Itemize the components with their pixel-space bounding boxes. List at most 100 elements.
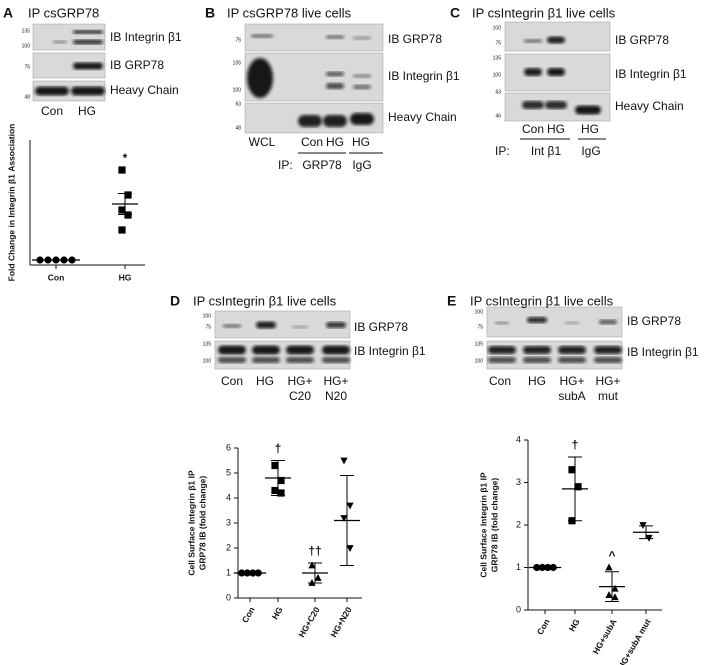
blot-band (286, 357, 314, 363)
blot-band (599, 319, 617, 325)
lane-label: HG (528, 374, 546, 388)
blot-band (326, 71, 344, 77)
blot-band (35, 86, 69, 96)
y-axis-label: Fold Change in Integrin β1 Association (6, 124, 16, 282)
data-point (346, 545, 354, 552)
lane-label: Con (221, 374, 243, 388)
band-label: IB GRP78 (627, 314, 681, 328)
x-tick-label: HG+N20 (328, 605, 353, 639)
blot-band (547, 68, 565, 76)
blot-band (558, 357, 586, 363)
panel-title: IP csIntegrin β1 live cells (472, 5, 616, 20)
lane-label: Con (301, 135, 323, 149)
blot-band (298, 115, 322, 127)
x-tick-label: HG+subA (591, 617, 619, 656)
band-label: IB GRP78 (388, 32, 442, 46)
mw-marker: 75 (235, 37, 241, 43)
x-tick-label: HG (270, 605, 285, 621)
mw-marker: 135 (475, 341, 484, 347)
blot-band (326, 83, 344, 89)
data-point (308, 561, 316, 569)
lane-label: HG+ (595, 374, 620, 388)
lane-label: HG (547, 122, 565, 136)
panel-letter: C (450, 5, 460, 21)
blot-band (252, 357, 280, 363)
y-tick-label: 4 (516, 434, 521, 444)
lane-label: HG+ (323, 374, 348, 388)
mw-marker: 75 (495, 40, 501, 46)
mw-marker: 100 (475, 309, 484, 315)
blot-band (523, 346, 551, 354)
band-label: IB GRP78 (110, 58, 164, 72)
mw-marker: 48 (235, 125, 241, 131)
lane-label: Con (489, 374, 511, 388)
annotation: †† (308, 544, 321, 558)
band-label: IB GRP78 (615, 33, 669, 47)
blot-band (251, 34, 273, 38)
mw-marker: 100 (233, 87, 242, 93)
data-point (124, 191, 132, 199)
blot-band (565, 321, 579, 325)
mw-marker: 100 (203, 313, 212, 319)
error-bar (568, 456, 582, 522)
y-axis-label: Cell Surface Integrin β1 IP (478, 472, 488, 578)
blot-band (353, 84, 371, 90)
data-point (314, 574, 322, 581)
mw-marker: 135 (22, 28, 31, 34)
data-point (277, 489, 285, 497)
data-point (271, 486, 279, 495)
blot-band (527, 317, 547, 323)
panel-title: IP csIntegrin β1 live cells (193, 293, 337, 308)
blot-strip (32, 23, 106, 51)
error-bar (605, 571, 619, 602)
x-tick-label: HG (567, 617, 582, 633)
y-tick-label: 1 (516, 562, 521, 572)
data-point (118, 166, 126, 174)
blot-strip (214, 340, 351, 370)
ip-label: IP: (495, 144, 510, 158)
annotation: † (572, 438, 579, 452)
x-tick-label: HG (119, 272, 132, 282)
lane-label: HG+ (559, 374, 584, 388)
blot-band (286, 345, 314, 355)
mw-marker: 135 (493, 55, 502, 61)
y-tick-label: 3 (516, 477, 521, 487)
data-point (605, 563, 613, 571)
x-tick-label: HG+C20 (296, 605, 321, 639)
data-point (346, 502, 354, 510)
mw-marker: 46 (495, 113, 501, 119)
blot-band (523, 357, 551, 363)
data-point (611, 593, 619, 601)
panel-title: IP csIntegrin β1 live cells (470, 293, 614, 308)
blot-band (323, 115, 347, 127)
y-axis-label: GRP78 IB (fold change) (489, 478, 499, 573)
blot-band (322, 345, 350, 355)
annotation: † (275, 442, 282, 456)
blot-band (594, 346, 622, 354)
y-axis-label: GRP78 IB (fold change) (197, 476, 207, 571)
blot-band (522, 101, 544, 109)
mw-marker: 100 (22, 43, 31, 49)
data-point (568, 466, 576, 474)
blot-band (524, 68, 542, 76)
x-tick-label: Con (535, 617, 552, 636)
lane-label: HG+ (287, 374, 312, 388)
panel-title: IP csGRP78 live cells (227, 5, 352, 20)
data-point (118, 206, 126, 214)
mw-marker: 100 (493, 25, 502, 31)
data-point (308, 579, 316, 586)
blot-band (292, 325, 308, 329)
blot-band (218, 345, 246, 355)
data-point (605, 591, 613, 599)
error-bar (639, 525, 653, 540)
blot-band (53, 40, 67, 44)
error-bar (340, 475, 354, 566)
blot-band (218, 357, 246, 363)
data-point (340, 515, 348, 522)
y-tick-label: 1 (226, 567, 231, 577)
mw-marker: 63 (235, 101, 241, 107)
lane-label: WCL (249, 135, 276, 149)
panel-letter: B (205, 5, 215, 21)
error-bar (308, 562, 322, 584)
